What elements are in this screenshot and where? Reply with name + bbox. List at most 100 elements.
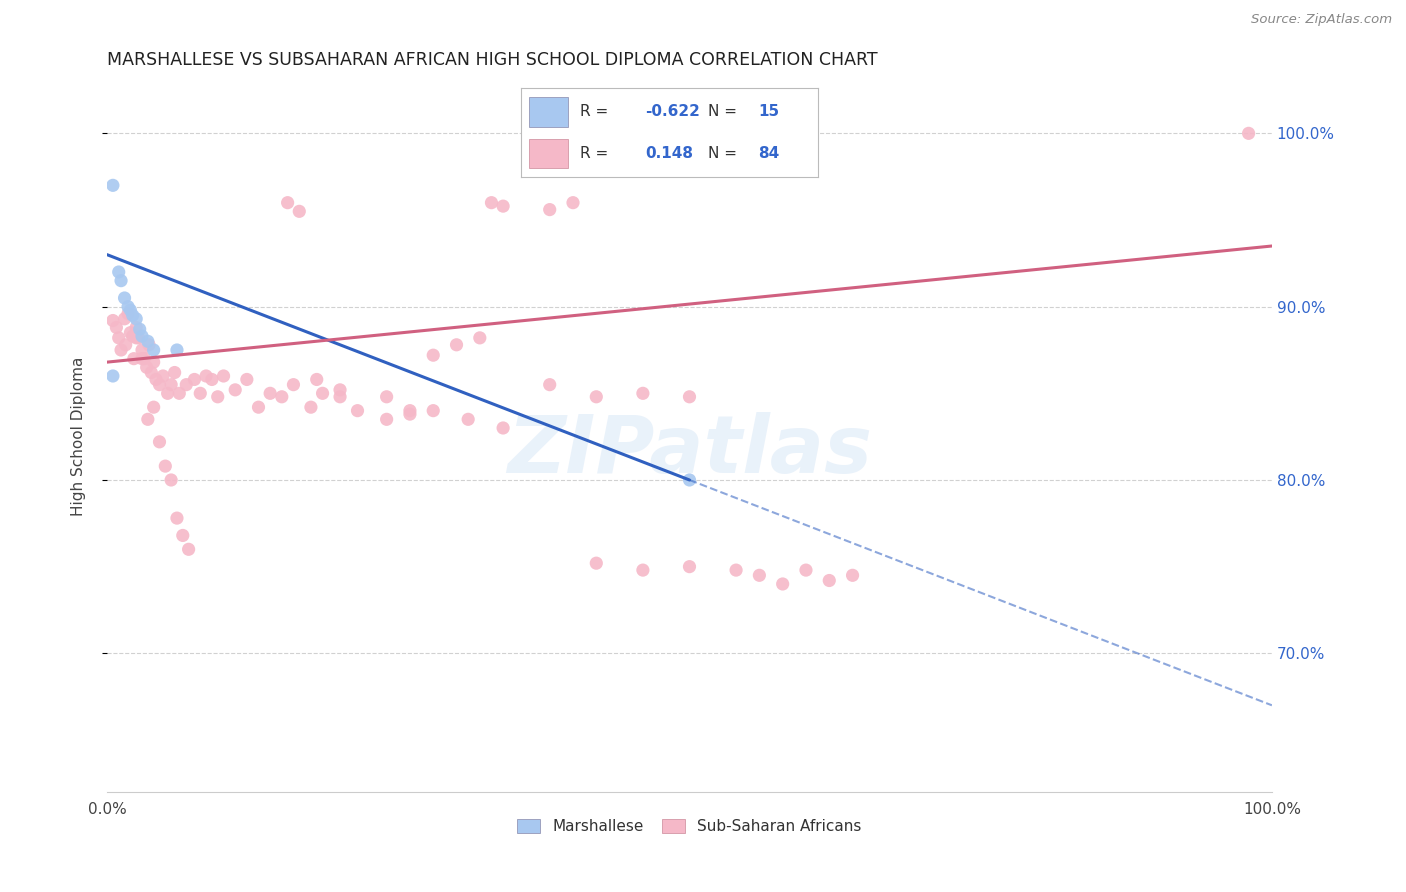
Point <box>110 274 132 288</box>
Point <box>585 390 607 404</box>
Point <box>128 322 150 336</box>
Point <box>562 195 585 210</box>
Point <box>101 369 124 384</box>
Point <box>1237 126 1260 140</box>
Point <box>329 390 352 404</box>
Point <box>399 407 422 421</box>
Point <box>585 556 607 570</box>
Point <box>145 372 167 386</box>
Point <box>120 326 142 340</box>
Point <box>117 300 139 314</box>
Point <box>794 563 817 577</box>
Point <box>148 377 170 392</box>
Point <box>259 386 281 401</box>
Point <box>125 331 148 345</box>
Point <box>631 563 654 577</box>
Point <box>166 343 188 357</box>
Point <box>305 372 328 386</box>
Point <box>134 351 156 366</box>
Point <box>195 369 218 384</box>
Point <box>136 412 159 426</box>
Point <box>481 195 503 210</box>
Point <box>114 291 136 305</box>
Point <box>725 563 748 577</box>
Point <box>375 412 398 426</box>
Point <box>101 178 124 193</box>
Point <box>492 421 515 435</box>
Point <box>299 400 322 414</box>
Point <box>131 351 153 366</box>
Point <box>174 377 197 392</box>
Point <box>288 204 311 219</box>
Point <box>128 331 150 345</box>
Point <box>142 355 165 369</box>
Point <box>172 528 194 542</box>
Point <box>329 383 352 397</box>
Point <box>122 351 145 366</box>
Point <box>457 412 479 426</box>
Point <box>772 577 794 591</box>
Point <box>107 265 129 279</box>
Point <box>236 372 259 386</box>
Point <box>156 386 179 401</box>
Point <box>207 390 229 404</box>
Point <box>125 311 148 326</box>
Point <box>748 568 770 582</box>
Point <box>468 331 491 345</box>
Point <box>375 390 398 404</box>
Point <box>212 369 235 384</box>
Point <box>277 195 299 210</box>
Text: ZIPatlas: ZIPatlas <box>508 412 872 490</box>
Point <box>678 390 700 404</box>
Legend: Marshallese, Sub-Saharan Africans: Marshallese, Sub-Saharan Africans <box>517 819 862 834</box>
Point <box>105 320 128 334</box>
Point <box>183 372 205 386</box>
Point <box>538 377 561 392</box>
Point <box>247 400 270 414</box>
Point <box>141 366 163 380</box>
Text: MARSHALLESE VS SUBSAHARAN AFRICAN HIGH SCHOOL DIPLOMA CORRELATION CHART: MARSHALLESE VS SUBSAHARAN AFRICAN HIGH S… <box>107 51 877 69</box>
Point <box>117 307 139 321</box>
Point <box>114 311 136 326</box>
Point <box>169 386 191 401</box>
Point <box>136 334 159 349</box>
Point <box>446 338 468 352</box>
Point <box>114 338 136 352</box>
Point <box>160 377 183 392</box>
Point <box>283 377 305 392</box>
Point <box>678 559 700 574</box>
Point <box>270 390 292 404</box>
Point <box>142 400 165 414</box>
Point <box>224 383 246 397</box>
Point <box>166 511 188 525</box>
Point <box>399 403 422 417</box>
Point <box>422 348 444 362</box>
Point <box>678 473 700 487</box>
Point <box>818 574 841 588</box>
Point <box>346 403 368 417</box>
Point <box>121 329 143 343</box>
Point <box>188 386 211 401</box>
Point <box>422 403 444 417</box>
Point <box>841 568 863 582</box>
Point <box>631 386 654 401</box>
Point <box>138 338 160 352</box>
Point <box>148 434 170 449</box>
Point <box>155 459 177 474</box>
Point <box>110 343 132 357</box>
Point <box>142 343 165 357</box>
Point <box>131 343 153 357</box>
Point <box>121 309 143 323</box>
Point <box>201 372 224 386</box>
Point <box>125 320 148 334</box>
Point <box>160 473 183 487</box>
Point <box>311 386 333 401</box>
Point <box>120 303 142 318</box>
Point <box>101 313 124 327</box>
Point <box>163 366 186 380</box>
Point <box>152 369 174 384</box>
Y-axis label: High School Diploma: High School Diploma <box>72 357 86 516</box>
Point <box>492 199 515 213</box>
Point <box>538 202 561 217</box>
Point <box>131 329 153 343</box>
